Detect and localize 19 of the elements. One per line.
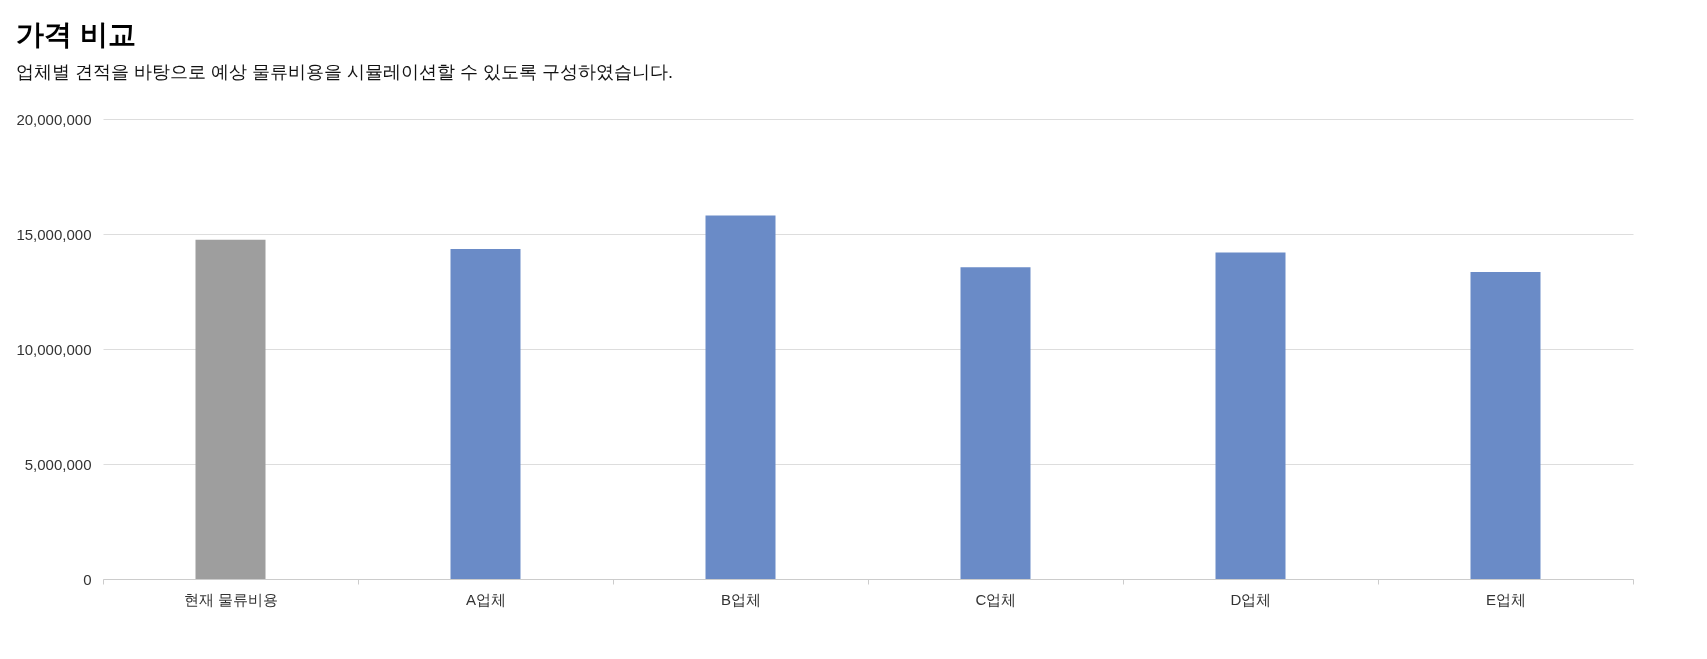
- y-tick-label: 0: [83, 570, 92, 588]
- x-tick-label: C업체: [975, 590, 1017, 608]
- chart-subtitle: 업체별 견적을 바탕으로 예상 물류비용을 시뮬레이션할 수 있도록 구성하였습니다.: [15, 62, 673, 82]
- bar: [195, 239, 266, 579]
- chart-title: 가격 비교: [15, 19, 136, 50]
- bar: [960, 267, 1031, 579]
- bar: [1215, 252, 1286, 579]
- bar: [1470, 271, 1541, 579]
- x-tick-label: A업체: [465, 590, 507, 608]
- x-tick-label: B업체: [720, 590, 762, 608]
- bar: [450, 248, 521, 579]
- y-tick-label: 5,000,000: [24, 455, 92, 473]
- x-tick-label: D업체: [1230, 590, 1272, 608]
- x-tick-label: E업체: [1485, 590, 1527, 608]
- x-tick-label: 현재 물류비용: [183, 590, 279, 608]
- bar: [705, 215, 776, 579]
- y-tick-label: 20,000,000: [16, 110, 92, 128]
- y-tick-label: 10,000,000: [16, 340, 92, 358]
- y-tick-label: 15,000,000: [16, 225, 92, 243]
